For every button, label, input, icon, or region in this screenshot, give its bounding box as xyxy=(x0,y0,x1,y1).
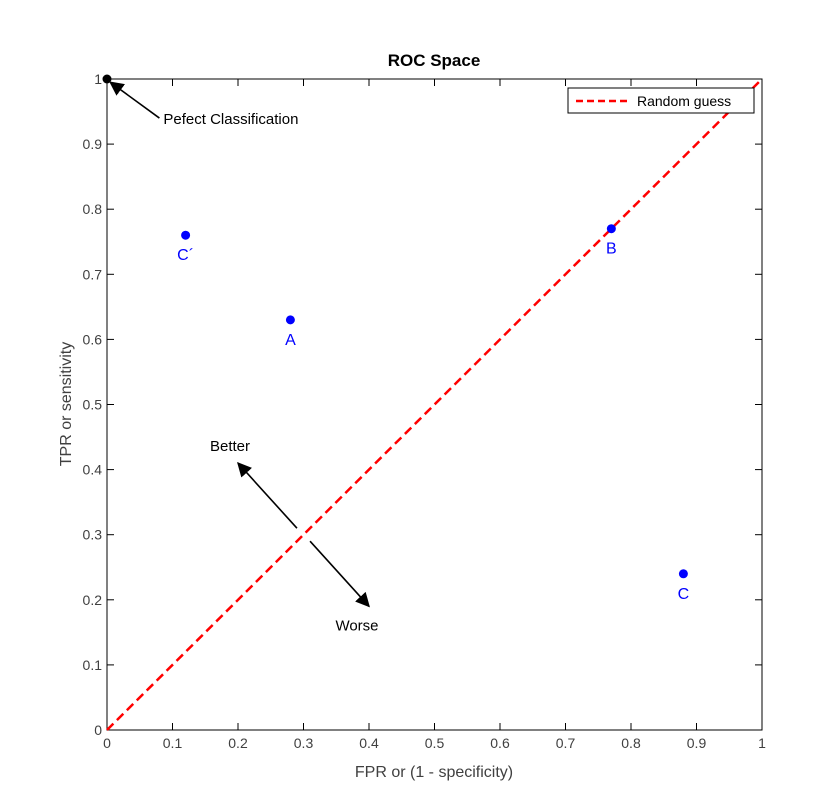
x-tick-label: 0.4 xyxy=(359,735,379,751)
x-axis-label: FPR or (1 - specificity) xyxy=(355,764,513,781)
x-tick-label: 0.5 xyxy=(425,735,445,751)
y-tick-label: 0.6 xyxy=(83,331,103,347)
annotation-arrow-perfect-classification xyxy=(109,81,160,119)
annotation-arrow-worse xyxy=(309,540,370,608)
y-tick-label: 0.7 xyxy=(83,266,103,282)
annotation-better: Better xyxy=(210,438,250,455)
x-tick-label: 0.9 xyxy=(687,735,707,751)
y-tick-label: 0.9 xyxy=(83,136,103,152)
x-tick-label: 1 xyxy=(758,735,766,751)
x-tick-label: 0.8 xyxy=(621,735,641,751)
legend: Random guess xyxy=(567,87,755,114)
x-tick-label: 0.3 xyxy=(294,735,314,751)
legend-entry-random-guess: Random guess xyxy=(637,93,731,109)
y-tick-label: 0 xyxy=(94,722,102,738)
point-label-c-prime: C´ xyxy=(177,247,194,264)
x-tick-label: 0.1 xyxy=(163,735,183,751)
annotation-perfect-classification: Pefect Classification xyxy=(163,111,298,128)
y-tick-label: 0.3 xyxy=(83,527,103,543)
y-tick-label: 1 xyxy=(94,71,102,87)
point-a xyxy=(285,315,295,325)
y-tick-label: 0.1 xyxy=(83,657,103,673)
chart-title: ROC Space xyxy=(388,51,481,70)
point-perfect-classification xyxy=(102,74,112,84)
point-b xyxy=(606,224,616,234)
annotation-arrow-better xyxy=(237,462,298,529)
annotation-worse: Worse xyxy=(335,617,378,634)
x-axis: 0 0.1 0.2 0.3 0.4 0.5 0.6 0.7 0.8 0.9 1 xyxy=(103,79,766,751)
plot-area xyxy=(106,78,763,731)
x-tick-label: 0.2 xyxy=(228,735,248,751)
point-label-c: C xyxy=(678,586,690,603)
x-tick-label: 0.7 xyxy=(556,735,576,751)
annotations-layer: Pefect Classification Better Worse xyxy=(109,81,379,634)
y-tick-label: 0.8 xyxy=(83,201,103,217)
point-label-a: A xyxy=(285,332,296,349)
points-layer: A B C C´ xyxy=(102,74,690,603)
point-label-b: B xyxy=(606,241,617,258)
y-tick-label: 0.4 xyxy=(83,462,103,478)
y-axis-label: TPR or sensitivity xyxy=(58,342,75,466)
y-axis: 0 0.1 0.2 0.3 0.4 0.5 0.6 0.7 0.8 0.9 1 xyxy=(83,71,762,738)
x-tick-label: 0.6 xyxy=(490,735,510,751)
x-tick-label: 0 xyxy=(103,735,111,751)
point-c xyxy=(678,569,688,579)
y-tick-label: 0.5 xyxy=(83,397,103,413)
y-tick-label: 0.2 xyxy=(83,592,103,608)
point-c-prime xyxy=(181,230,191,240)
